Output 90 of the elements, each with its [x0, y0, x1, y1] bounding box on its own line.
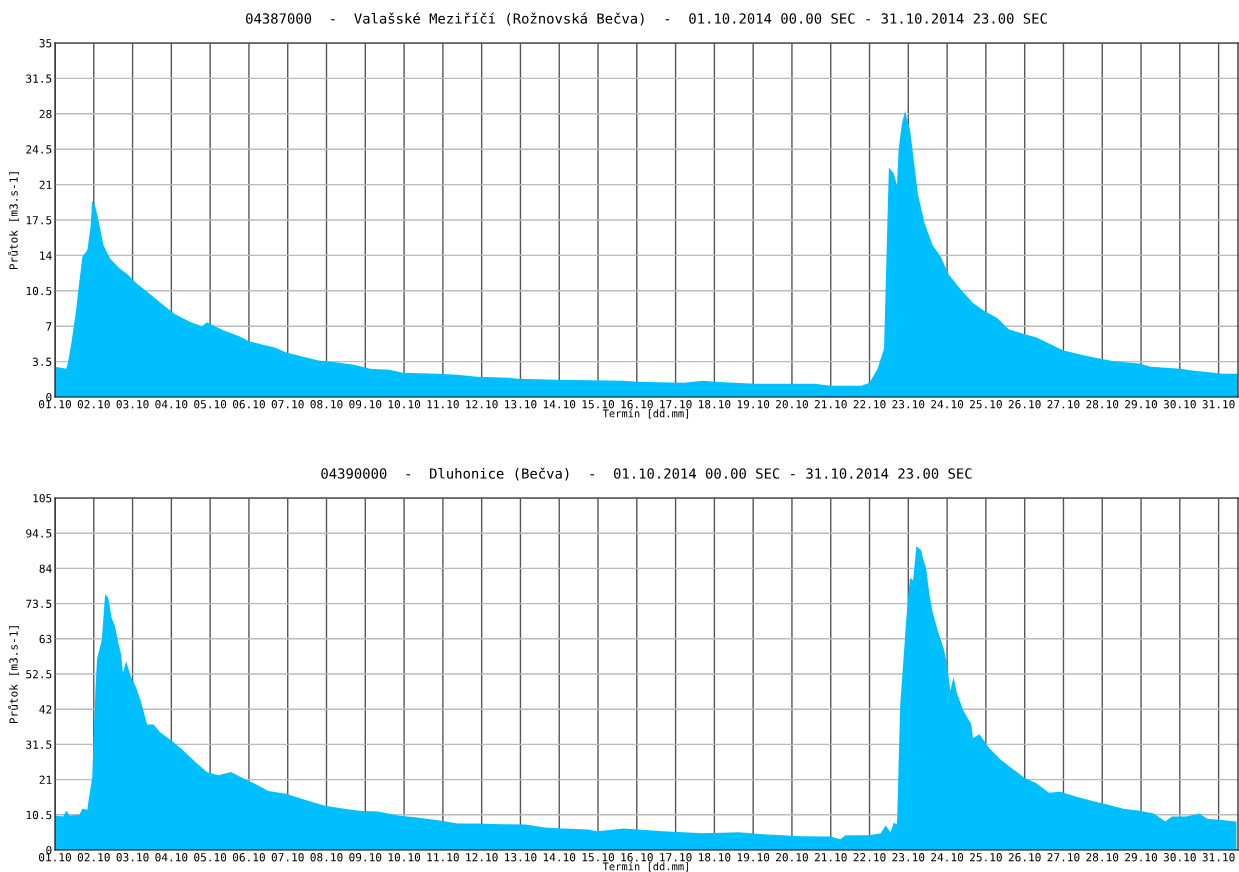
x-tick-label: 19.10 [737, 853, 770, 862]
y-axis-title: Průtok [m3.s-1] [8, 626, 20, 724]
y-axis-title: Průtok [m3.s-1] [8, 172, 20, 270]
x-tick-label: 19.10 [737, 400, 770, 409]
x-tick-label: 28.10 [1086, 853, 1119, 862]
x-tick-label: 13.10 [505, 853, 537, 862]
x-tick-label: 17.10 [660, 400, 692, 409]
x-tick-label: 23.10 [892, 853, 925, 862]
x-tick-label: 08.10 [310, 853, 343, 862]
x-tick-label: 21.10 [814, 853, 847, 862]
x-tick-label: 20.10 [776, 400, 808, 409]
y-tick-label: 52.5 [26, 670, 52, 679]
y-tick-label: 63 [39, 634, 52, 644]
x-tick-label: 18.10 [698, 400, 731, 409]
x-tick-label: 10.10 [388, 400, 421, 409]
x-axis-title: Termín [dd.mm] [602, 861, 689, 872]
x-tick-label: 11.10 [427, 400, 459, 409]
chart-title: 04387000 - Valašské Meziříčí (Rožnovská Bečva) - 01.10.2014 00.00 SEC - 31.10.2014 23.00 SEC [246, 12, 1047, 26]
y-tick-label: 31.5 [26, 74, 52, 83]
y-tick-label: 94.5 [26, 529, 52, 538]
x-tick-label: 29.10 [1125, 400, 1158, 409]
y-tick-label: 7 [46, 322, 52, 331]
y-tick-label: 73.5 [26, 599, 52, 609]
x-tick-label: 09.10 [349, 400, 382, 409]
x-tick-label: 02.10 [77, 400, 110, 409]
x-tick-label: 14.10 [543, 400, 576, 409]
y-tick-label: 3.5 [32, 357, 52, 367]
y-tick-label: 105 [33, 494, 52, 503]
x-tick-label: 13.10 [505, 400, 537, 409]
x-tick-label: 28.10 [1086, 400, 1119, 409]
x-tick-label: 09.10 [349, 853, 382, 862]
y-tick-label: 17.5 [26, 216, 52, 225]
x-tick-label: 08.10 [310, 400, 343, 409]
x-tick-label: 07.10 [271, 853, 304, 862]
x-tick-label: 15.10 [582, 853, 615, 862]
y-tick-label: 35 [39, 39, 52, 48]
y-tick-label: 21 [39, 775, 52, 784]
x-tick-label: 11.10 [427, 853, 459, 862]
x-tick-label: 24.10 [931, 400, 964, 409]
x-tick-label: 26.10 [1008, 853, 1041, 862]
x-tick-label: 06.10 [232, 853, 265, 862]
x-tick-label: 12.10 [466, 400, 498, 409]
x-tick-label: 03.10 [116, 400, 149, 409]
x-axis-title: Termín [dd.mm] [602, 408, 689, 419]
x-tick-label: 02.10 [77, 853, 110, 862]
x-tick-label: 12.10 [466, 853, 498, 862]
x-tick-label: 18.10 [698, 853, 731, 862]
y-tick-label: 31.5 [26, 740, 52, 749]
x-tick-label: 14.10 [543, 853, 576, 862]
x-tick-label: 04.10 [155, 400, 188, 409]
x-tick-label: 27.10 [1047, 853, 1080, 862]
x-tick-label: 05.10 [194, 400, 227, 409]
x-tick-label: 29.10 [1125, 853, 1158, 862]
x-tick-label: 23.10 [892, 400, 925, 409]
x-tick-label: 04.10 [155, 853, 188, 862]
y-tick-label: 0 [46, 846, 52, 855]
x-tick-label: 05.10 [194, 853, 227, 862]
x-tick-label: 22.10 [853, 400, 886, 409]
y-tick-label: 84 [39, 564, 52, 573]
x-tick-label: 27.10 [1047, 400, 1080, 409]
y-tick-label: 21 [39, 180, 52, 189]
x-tick-label: 20.10 [776, 853, 808, 862]
y-tick-label: 14 [40, 251, 52, 260]
x-tick-label: 24.10 [931, 853, 964, 862]
x-tick-label: 03.10 [116, 853, 149, 862]
x-tick-label: 07.10 [271, 400, 304, 409]
y-tick-label: 28 [39, 109, 52, 119]
x-tick-label: 25.10 [969, 400, 1002, 409]
x-tick-label: 25.10 [969, 853, 1002, 862]
x-tick-label: 01.10 [39, 400, 71, 409]
x-tick-label: 16.10 [621, 853, 653, 862]
x-tick-label: 31.10 [1202, 853, 1235, 862]
x-tick-label: 17.10 [660, 853, 692, 862]
y-tick-label: 0 [46, 393, 52, 402]
x-tick-label: 16.10 [621, 400, 653, 409]
x-tick-label: 21.10 [814, 400, 847, 409]
x-tick-label: 26.10 [1008, 400, 1041, 409]
x-tick-label: 15.10 [582, 400, 615, 409]
y-tick-label: 10.5 [26, 810, 52, 820]
x-tick-label: 06.10 [232, 400, 265, 409]
y-tick-label: 10.5 [26, 286, 52, 296]
chart-title: 04390000 - Dluhonice (Bečva) - 01.10.2014 00.00 SEC - 31.10.2014 23.00 SEC [321, 467, 972, 481]
x-tick-label: 01.10 [39, 853, 71, 862]
x-tick-label: 22.10 [853, 853, 886, 862]
x-tick-label: 10.10 [388, 853, 421, 862]
x-tick-label: 30.10 [1163, 400, 1196, 409]
x-tick-label: 30.10 [1163, 853, 1196, 862]
y-tick-label: 42 [39, 705, 52, 714]
x-tick-label: 31.10 [1202, 400, 1235, 409]
y-tick-label: 24.5 [26, 145, 52, 154]
